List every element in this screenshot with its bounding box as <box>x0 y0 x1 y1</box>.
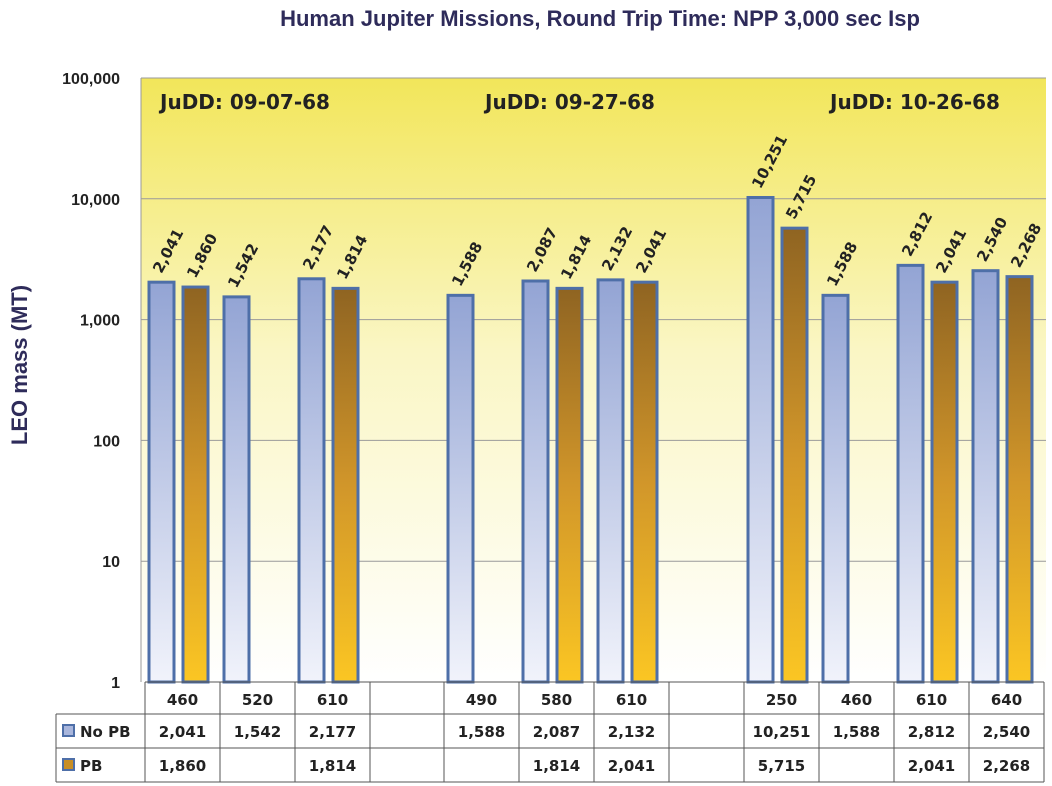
y-tick-label: 1 <box>111 675 120 692</box>
table-cell-value: 2,041 <box>608 757 655 775</box>
category-label: 610 <box>616 691 647 709</box>
period-label: JuDD: 09-27-68 <box>483 90 655 114</box>
category-label: 640 <box>991 691 1022 709</box>
bar-no-pb <box>446 293 475 684</box>
y-tick-label: 10 <box>102 554 120 571</box>
bar-no-pb <box>521 279 550 684</box>
bar-no-pb <box>222 295 251 684</box>
bar-no-pb <box>971 269 1000 684</box>
table-cell-value: 2,812 <box>908 723 955 741</box>
y-tick-label: 100,000 <box>62 71 120 88</box>
table-cell-value: 2,041 <box>159 723 206 741</box>
bar-no-pb <box>297 277 326 684</box>
category-label: 250 <box>766 691 797 709</box>
table-cell-value: 1,814 <box>309 757 356 775</box>
bars <box>147 195 1034 684</box>
category-label: 460 <box>167 691 198 709</box>
category-label: 580 <box>541 691 572 709</box>
table-cell-value: 2,087 <box>533 723 580 741</box>
table-cell-value: 1,588 <box>833 723 880 741</box>
bar-pb <box>331 286 360 684</box>
period-labels: JuDD: 09-07-68 JuDD: 09-27-68 JuDD: 10-26-… <box>158 90 1000 114</box>
bar-no-pb <box>596 278 625 684</box>
table-cell-value: 1,860 <box>159 757 206 775</box>
plot-area <box>141 78 1046 682</box>
table-cell-value: 2,177 <box>309 723 356 741</box>
table-cell-value: 10,251 <box>753 723 811 741</box>
data-table: 460 520 610 490 580 610 250 460 610 640 No PB 2,041… <box>55 681 1045 783</box>
grid <box>140 77 1046 682</box>
period-label: JuDD: 10-26-68 <box>828 90 1000 114</box>
y-tick-label: 100 <box>93 433 120 450</box>
bar-no-pb <box>896 263 925 684</box>
table-cell-value: 2,041 <box>908 757 955 775</box>
bar-pb <box>780 226 809 684</box>
table-cell-value: 2,268 <box>983 757 1030 775</box>
table-cell-value: 1,588 <box>458 723 505 741</box>
table-cell-value: 5,715 <box>758 757 805 775</box>
bar-pb <box>1005 275 1034 684</box>
bar-pb <box>555 286 584 684</box>
table-cell-value: 2,540 <box>983 723 1030 741</box>
chart-title: Human Jupiter Missions, Round Trip Time:… <box>280 6 920 31</box>
table-cell-value: 1,814 <box>533 757 580 775</box>
table-cell-value: 1,542 <box>234 723 281 741</box>
table-cell-value: 2,132 <box>608 723 655 741</box>
bar-pb <box>630 280 659 684</box>
period-label: JuDD: 09-07-68 <box>158 90 330 114</box>
category-label: 460 <box>841 691 872 709</box>
legend-label: No PB <box>80 723 131 741</box>
y-tick-label: 10,000 <box>71 192 120 209</box>
category-label: 490 <box>466 691 497 709</box>
legend-key-pb <box>62 758 75 771</box>
bar-no-pb <box>746 195 775 684</box>
category-label: 520 <box>242 691 273 709</box>
category-label: 610 <box>317 691 348 709</box>
y-tick-label: 1,000 <box>80 313 120 330</box>
bar-no-pb <box>147 280 176 684</box>
bar-pb <box>181 285 210 684</box>
bar-no-pb <box>821 293 850 684</box>
bar-pb <box>930 280 959 684</box>
legend-label: PB <box>80 757 102 775</box>
y-axis-ticks: 1 10 100 1,000 10,000 100,000 <box>62 71 120 692</box>
category-label: 610 <box>916 691 947 709</box>
legend-key-no-pb <box>62 724 75 737</box>
